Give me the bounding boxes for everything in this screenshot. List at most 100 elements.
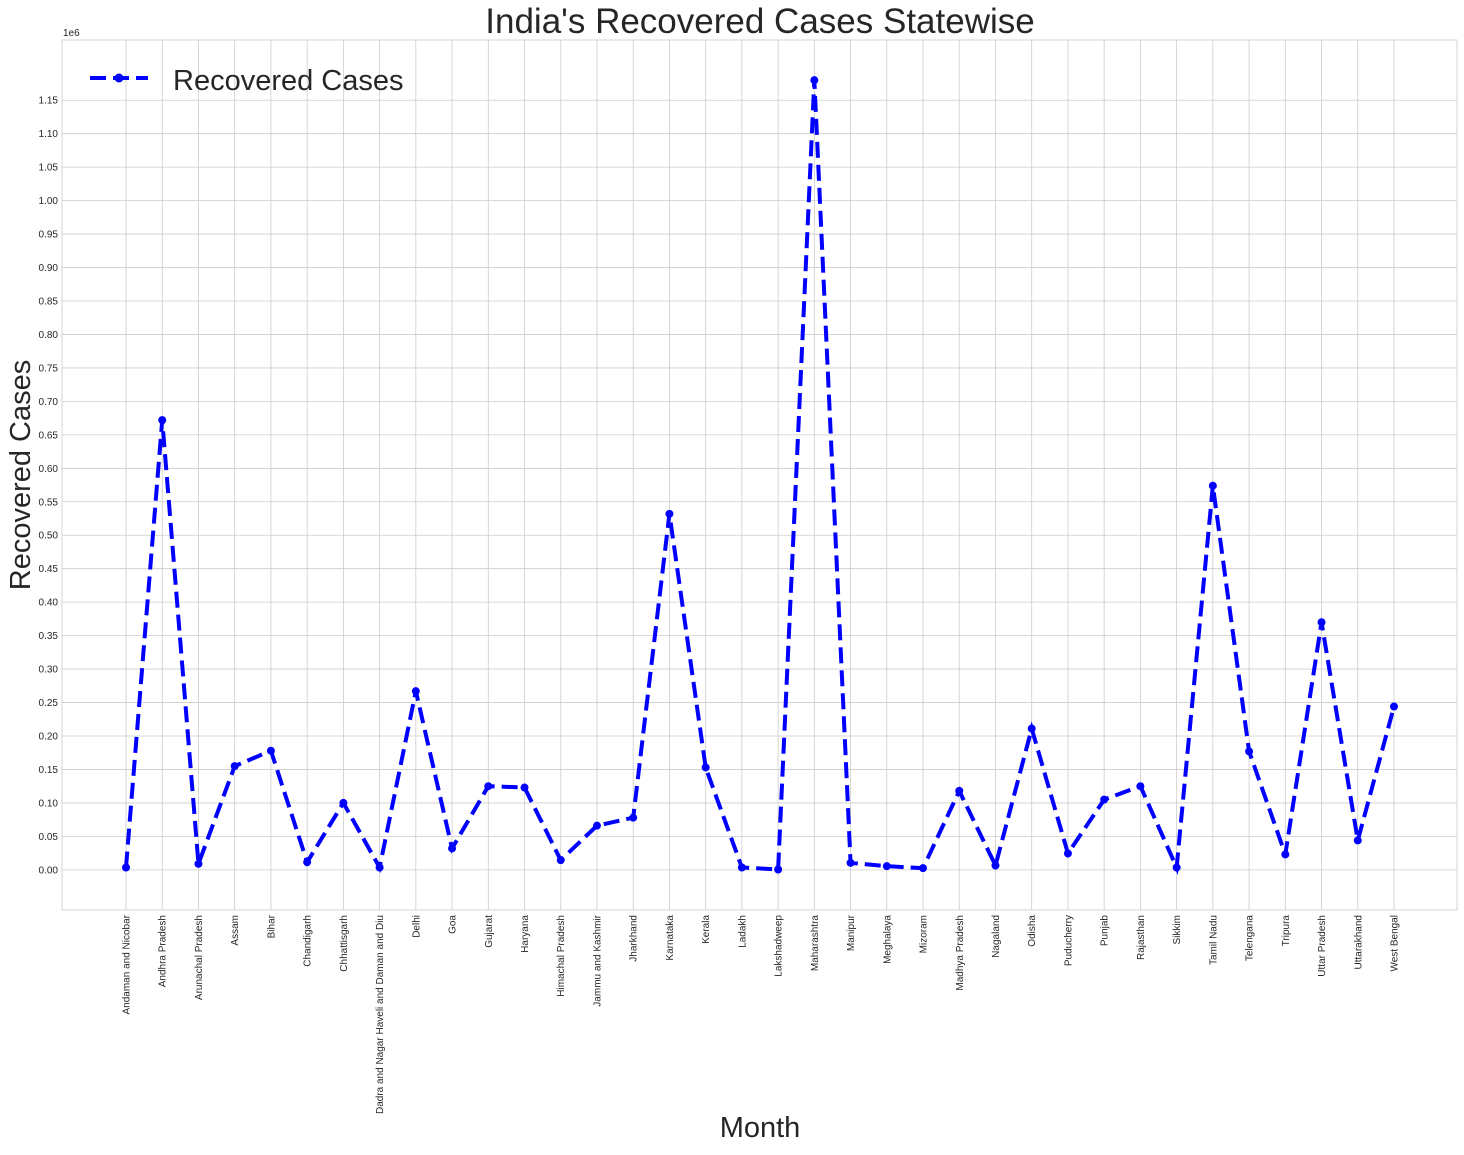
x-axis-ticks: Andaman and Nicobar Andhra Pradesh Arunach… [122, 914, 1401, 1114]
x-tick-label: Andaman and Nicobar [122, 914, 133, 1014]
x-tick-label: Puducherry [1063, 915, 1074, 966]
y-tick-label: 0.60 [39, 464, 59, 475]
data-point [122, 863, 130, 872]
x-tick-label: Andhra Pradesh [158, 915, 169, 987]
y-tick-label: 0.10 [39, 798, 59, 809]
x-tick-label: Uttar Pradesh [1317, 915, 1328, 977]
data-point [375, 863, 384, 872]
data-point [1136, 782, 1145, 791]
x-tick-label: Sikkim [1172, 915, 1183, 944]
data-point [194, 859, 203, 868]
data-point [955, 786, 964, 795]
data-point [230, 762, 239, 771]
y-tick-label: 0.80 [39, 330, 59, 341]
data-point [556, 856, 565, 865]
x-tick-label: Karnataka [665, 915, 676, 961]
data-point [846, 858, 855, 867]
y-tick-label: 0.30 [39, 665, 59, 676]
legend-entry-recovered-cases: Recovered Cases [173, 65, 404, 97]
y-tick-label: 0.95 [39, 230, 59, 241]
x-axis-label: Month [720, 1112, 801, 1144]
data-point [991, 861, 1000, 870]
data-point [1390, 702, 1398, 711]
y-tick-label: 1.05 [39, 163, 59, 174]
y-tick-label: 0.90 [39, 263, 59, 274]
y-tick-label: 0.00 [39, 865, 59, 876]
y-axis-label: Recovered Cases [5, 360, 37, 591]
x-tick-label: Gujarat [484, 915, 495, 948]
x-tick-label: Maharashtra [810, 915, 821, 972]
x-tick-label: Tripura [1281, 915, 1292, 947]
x-tick-label: Dadra and Nagar Haveli and Daman and Diu [375, 915, 386, 1114]
data-point [665, 509, 674, 518]
data-point [266, 746, 275, 755]
x-tick-label: Ladakh [737, 915, 748, 948]
data-point [919, 864, 928, 873]
x-tick-label: Haryana [520, 915, 531, 953]
y-tick-label: 0.85 [39, 297, 59, 308]
data-point [1317, 618, 1326, 627]
data-point [629, 813, 638, 822]
chart-title: India's Recovered Cases Statewise [485, 2, 1034, 41]
data-point [1281, 850, 1290, 859]
x-tick-label: Odisha [1027, 915, 1038, 947]
legend: Recovered Cases [90, 65, 404, 97]
data-point [484, 782, 493, 791]
data-point [520, 783, 529, 792]
data-point [810, 76, 819, 85]
x-tick-label: Rajasthan [1136, 915, 1147, 960]
grid [62, 40, 1457, 910]
data-point [158, 416, 167, 425]
data-point [1208, 481, 1217, 490]
x-tick-label: Jammu and Kashmir [592, 914, 603, 1006]
y-tick-label: 0.65 [39, 430, 59, 441]
y-tick-label: 1.10 [39, 129, 59, 140]
y-tick-label: 0.75 [39, 363, 59, 374]
x-tick-label: Uttarakhand [1353, 915, 1364, 969]
x-tick-label: Manipur [846, 914, 857, 951]
data-point [737, 863, 746, 872]
plot-area-frame [61, 39, 1458, 911]
y-tick-label: 0.35 [39, 631, 59, 642]
x-tick-label: Arunachal Pradesh [194, 915, 205, 1000]
x-tick-label: Mizoram [919, 915, 930, 953]
x-tick-label: Lakshadweep [774, 915, 785, 977]
x-tick-label: Chhattisgarh [339, 915, 350, 972]
x-tick-label: Goa [448, 915, 459, 934]
x-tick-label: Chandigarh [303, 915, 314, 967]
data-point [1100, 795, 1109, 804]
y-tick-label: 0.70 [39, 397, 59, 408]
x-tick-label: Telengana [1245, 915, 1256, 962]
x-tick-label: Punjab [1100, 915, 1111, 947]
y-tick-label: 0.25 [39, 698, 59, 709]
data-point [774, 865, 783, 874]
y-axis-ticks: 0.00 0.05 0.10 0.15 0.20 0.25 0.30 0.35 0.40 0.45… [39, 96, 59, 877]
y-tick-label: 0.50 [39, 531, 59, 542]
legend-marker-swatch [114, 73, 124, 83]
y-tick-label: 1.15 [39, 96, 59, 107]
data-point [411, 687, 420, 696]
series-recovered-cases [122, 76, 1398, 876]
data-point [882, 862, 891, 871]
data-point [592, 821, 601, 830]
x-tick-label: Tamil Nadu [1208, 915, 1219, 965]
data-point [701, 763, 710, 772]
y-tick-label: 0.55 [39, 497, 59, 508]
data-point [1063, 849, 1072, 858]
x-tick-label: Himachal Pradesh [556, 915, 567, 997]
data-point [303, 858, 312, 867]
y-tick-label: 0.05 [39, 832, 59, 843]
x-tick-label: Nagaland [991, 915, 1002, 958]
x-tick-label: Bihar [266, 914, 277, 938]
x-tick-label: Madhya Pradesh [955, 915, 966, 991]
data-point [448, 844, 457, 853]
series-line [124, 80, 1396, 876]
x-tick-label: Kerala [701, 915, 712, 944]
y-tick-label: 0.40 [39, 598, 59, 609]
x-tick-label: West Bengal [1390, 915, 1401, 972]
y-tick-label: 0.20 [39, 732, 59, 743]
x-tick-label: Meghalaya [882, 915, 893, 964]
